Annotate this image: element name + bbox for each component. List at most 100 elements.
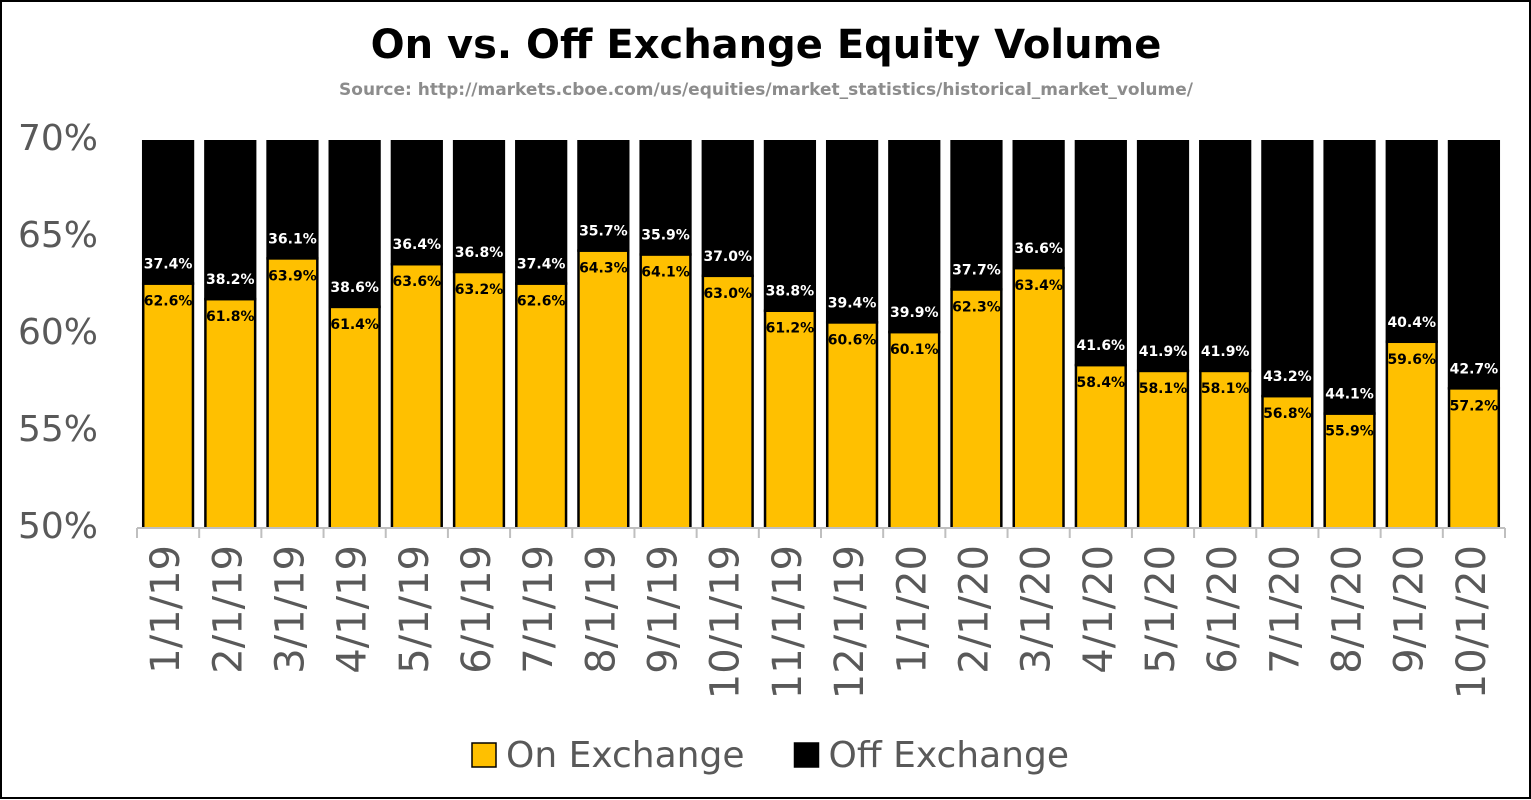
value-label: 60.1%	[890, 342, 939, 358]
value-label: 63.0%	[703, 286, 752, 302]
bar-segment	[1385, 140, 1438, 344]
bar-segment	[204, 297, 257, 528]
value-label: 41.9%	[1201, 344, 1250, 360]
value-label: 62.3%	[952, 299, 1001, 315]
bar-segment	[1136, 369, 1190, 528]
bar-segment	[390, 262, 443, 528]
x-tick-label: 10/1/20	[1449, 545, 1495, 699]
value-label: 56.8%	[1263, 406, 1312, 422]
value-label: 62.6%	[517, 294, 566, 310]
value-label: 41.6%	[1077, 338, 1126, 354]
x-tick-label: 1/1/19	[143, 545, 189, 674]
bar-segment	[452, 140, 506, 274]
value-label: 61.8%	[206, 309, 255, 325]
value-label: 57.2%	[1450, 398, 1499, 414]
x-tick-label: 5/1/19	[392, 545, 438, 674]
chart-title: On vs. Off Exchange Equity Volume	[371, 22, 1162, 68]
value-label: 55.9%	[1325, 424, 1374, 440]
value-label: 64.3%	[579, 261, 628, 277]
value-label: 42.7%	[1450, 361, 1499, 377]
x-tick-label: 9/1/20	[1387, 545, 1433, 674]
y-tick-label: 55%	[18, 409, 98, 450]
value-label: 61.2%	[766, 321, 815, 337]
value-label: 61.4%	[330, 317, 379, 333]
y-tick-label: 60%	[18, 312, 98, 353]
value-label: 62.6%	[144, 294, 193, 310]
legend-swatch	[471, 742, 497, 768]
x-tick-label: 2/1/19	[205, 545, 251, 674]
bar-segment	[1199, 140, 1252, 373]
bar-segment	[141, 140, 195, 285]
bar-segment	[1074, 140, 1127, 367]
chart-subtitle: Source: http://markets.cboe.com/us/equit…	[339, 80, 1194, 100]
value-label: 35.9%	[641, 227, 690, 243]
plot-area	[141, 140, 1501, 528]
bar-segment	[515, 140, 568, 285]
value-label: 40.4%	[1387, 315, 1436, 331]
value-label: 44.1%	[1325, 387, 1374, 403]
y-tick-label: 50%	[18, 506, 98, 547]
x-tick-label: 5/1/20	[1138, 545, 1184, 674]
x-tick-label: 8/1/20	[1325, 545, 1371, 674]
bar-segment	[639, 253, 692, 528]
bar-segment	[1012, 140, 1065, 270]
bar-segment	[141, 282, 195, 528]
value-label: 58.4%	[1077, 375, 1126, 391]
value-label: 63.2%	[455, 282, 504, 298]
bar-segment	[701, 140, 754, 278]
value-label: 37.0%	[703, 249, 752, 265]
legend-label: Off Exchange	[829, 735, 1070, 776]
bar-segment	[577, 140, 630, 252]
bar-segment	[328, 140, 381, 309]
bar-segment	[204, 140, 257, 301]
value-label: 41.9%	[1139, 344, 1188, 360]
x-tick-label: 12/1/19	[827, 545, 873, 699]
value-label: 58.1%	[1201, 381, 1250, 397]
value-label: 37.4%	[517, 257, 566, 273]
x-tick-label: 8/1/19	[578, 545, 624, 674]
value-label: 36.4%	[393, 237, 442, 253]
x-tick-label: 9/1/19	[641, 545, 687, 674]
value-label: 37.4%	[144, 257, 193, 273]
x-tick-label: 6/1/19	[454, 545, 500, 674]
value-label: 36.1%	[268, 231, 317, 247]
y-tick-label: 65%	[18, 215, 98, 256]
x-tick-label: 7/1/20	[1262, 545, 1308, 674]
value-label: 38.8%	[766, 284, 815, 300]
x-tick-label: 11/1/19	[765, 545, 811, 699]
bar-segment	[763, 140, 817, 312]
bar-segment	[950, 140, 1003, 291]
bar-segment	[1385, 340, 1438, 528]
value-label: 36.8%	[455, 245, 504, 261]
bar-segment	[701, 274, 754, 528]
value-label: 63.9%	[268, 268, 317, 284]
bar-segment	[1074, 363, 1127, 528]
bar-segment	[390, 140, 443, 266]
x-tick-label: 6/1/20	[1200, 545, 1246, 674]
value-label: 59.6%	[1387, 352, 1436, 368]
value-label: 58.1%	[1139, 381, 1188, 397]
legend-label: On Exchange	[506, 735, 745, 776]
legend-swatch	[793, 742, 820, 768]
bar-segment	[1447, 140, 1501, 390]
value-label: 39.4%	[828, 295, 877, 311]
bar-segment	[1136, 140, 1190, 373]
value-label: 43.2%	[1263, 369, 1312, 385]
value-label: 63.6%	[393, 274, 442, 290]
x-tick-label: 7/1/19	[516, 545, 562, 674]
value-label: 35.7%	[579, 224, 628, 240]
x-tick-label: 3/1/20	[1014, 545, 1060, 674]
x-tick-label: 10/1/19	[703, 545, 749, 699]
x-tick-label: 2/1/20	[951, 545, 997, 674]
value-label: 64.1%	[641, 264, 690, 280]
value-label: 63.4%	[1014, 278, 1063, 294]
x-tick-label: 4/1/19	[330, 545, 376, 674]
bar-segment	[1261, 140, 1314, 398]
x-tick-label: 1/1/20	[889, 545, 935, 674]
bar-segment	[266, 140, 319, 260]
x-tick-label: 3/1/19	[267, 545, 313, 674]
bar-segment	[763, 309, 817, 528]
bar-segment	[1323, 412, 1376, 528]
bar-segment	[639, 140, 692, 256]
